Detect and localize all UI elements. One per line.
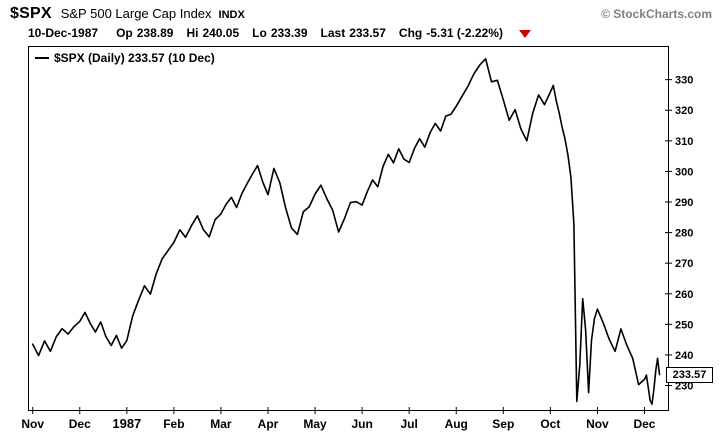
y-axis-label: 230 (675, 381, 693, 393)
y-axis-label: 290 (675, 197, 693, 209)
y-axis-label: 240 (675, 350, 693, 362)
high-label: Hi (186, 26, 199, 40)
x-axis-month-label: Jun (351, 417, 372, 431)
y-axis-label: 280 (675, 228, 693, 240)
x-axis-month-label: Nov (21, 417, 44, 431)
high-value: 240.05 (202, 26, 240, 40)
low-quote: Lo 233.39 (252, 26, 307, 40)
y-axis-label: 270 (675, 258, 693, 270)
change-quote: Chg -5.31 (-2.22%) (399, 26, 503, 40)
x-axis-month-label: May (303, 417, 327, 431)
exchange-tag: INDX (218, 9, 245, 21)
x-axis-month-label: Dec (69, 417, 91, 431)
x-axis-month-label: Oct (540, 417, 560, 431)
change-value: -5.31 (-2.22%) (426, 26, 503, 40)
y-axis-label: 330 (675, 75, 693, 87)
x-axis-month-label: Mar (210, 417, 232, 431)
y-axis-label: 300 (675, 166, 693, 178)
high-quote: Hi 240.05 (186, 26, 239, 40)
y-axis-label: 320 (675, 105, 693, 117)
plot-frame (28, 46, 669, 411)
index-name: S&P 500 Large Cap Index (60, 6, 212, 21)
x-axis-month-label: Jul (401, 417, 418, 431)
open-quote: Op 238.89 (116, 26, 173, 40)
change-down-arrow-icon (518, 30, 531, 38)
y-axis-label: 250 (675, 319, 693, 331)
x-axis-month-label: Nov (586, 417, 609, 431)
x-axis-month-label: Sep (492, 417, 514, 431)
last-price-callout: 233.57 (666, 366, 713, 383)
x-axis-year-label: 1987 (112, 416, 141, 431)
change-label: Chg (398, 26, 423, 40)
y-axis-label: 310 (675, 136, 693, 148)
legend-line-swatch (35, 56, 49, 59)
chart-legend: $SPX (Daily) 233.57 (10 Dec) (35, 51, 215, 65)
quote-strip: 10-Dec-1987 Op 238.89 Hi 240.05 Lo 233.39 L… (28, 26, 531, 40)
y-axis-label: 260 (675, 289, 693, 301)
x-axis-month-label: Aug (445, 417, 468, 431)
stockcharts-credit: © StockCharts.com (601, 7, 712, 21)
x-axis-month-label: Dec (633, 417, 655, 431)
open-label: Op (116, 26, 133, 40)
legend-text: $SPX (Daily) 233.57 (10 Dec) (54, 51, 215, 65)
ticker-symbol: $SPX (10, 5, 52, 22)
price-line (31, 57, 661, 406)
open-value: 238.89 (136, 26, 174, 40)
low-label: Lo (252, 26, 267, 40)
last-quote: Last 233.57 (321, 26, 386, 40)
last-value: 233.57 (349, 26, 386, 40)
quote-date: 10-Dec-1987 (28, 26, 99, 40)
low-value: 233.39 (270, 26, 308, 40)
x-axis-month-label: Apr (258, 417, 279, 431)
last-label: Last (320, 26, 346, 40)
x-axis-month-label: Feb (163, 417, 184, 431)
chart-header: $SPX S&P 500 Large Cap Index INDX © Stoc… (10, 5, 712, 23)
